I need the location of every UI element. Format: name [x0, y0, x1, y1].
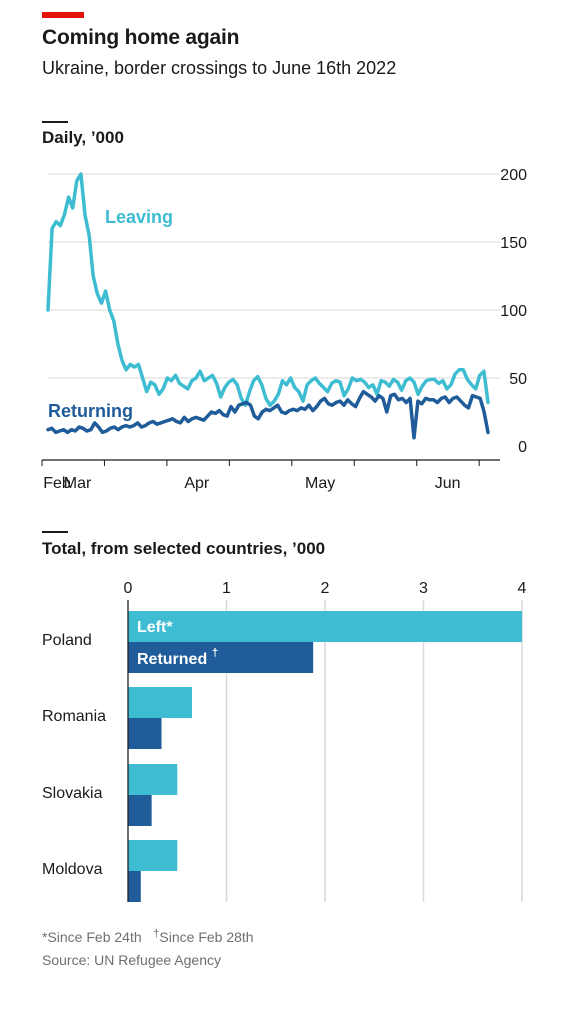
x-tick-label: Mar: [64, 475, 92, 492]
footnote-returned-mark: †: [153, 928, 160, 940]
x-tick-label: 2: [321, 580, 330, 597]
brand-red-bar: [42, 12, 84, 18]
series-line-returning: [46, 389, 490, 440]
x-tick-label: 3: [419, 580, 428, 597]
category-label: Poland: [42, 632, 92, 649]
series-label-returning: Returning: [48, 401, 133, 421]
source-note: Source: UN Refugee Agency: [42, 952, 221, 968]
bar-returned: [128, 795, 152, 826]
chart-title: Coming home again: [42, 26, 240, 49]
x-tick-label: Feb: [43, 475, 71, 492]
x-tick-label: May: [305, 475, 335, 492]
bar-returned: [128, 642, 314, 673]
bar-left: [128, 764, 178, 795]
category-label: Slovakia: [42, 785, 103, 802]
y-tick-label: 150: [500, 235, 527, 252]
section-rule-daily: [42, 121, 68, 123]
bar-label-returned-mark: †: [212, 647, 218, 659]
x-tick-label: Jun: [435, 475, 461, 492]
x-tick-label: 0: [124, 580, 133, 597]
category-label: Moldova: [42, 861, 103, 878]
x-tick-label: 4: [518, 580, 527, 597]
x-tick-label: Apr: [184, 475, 210, 492]
bar-returned: [128, 871, 141, 902]
bar-left: [128, 611, 522, 642]
footnote-line: *Since Feb 24th †Since Feb 28th: [42, 928, 254, 945]
footnote-left: *Since Feb 24th: [42, 929, 142, 945]
x-tick-label: 1: [222, 580, 231, 597]
y-tick-label: 200: [500, 167, 527, 184]
bar-left: [128, 840, 178, 871]
series-line-leaving: [46, 172, 490, 407]
section-rule-total: [42, 531, 68, 533]
total-section-title: Total, from selected countries, ’000: [42, 539, 326, 558]
bar-label-left: Left*: [137, 619, 173, 636]
daily-section-title: Daily, ’000: [42, 128, 124, 147]
y-tick-label: 0: [518, 439, 527, 456]
footnote-returned: Since Feb 28th: [159, 929, 254, 945]
y-tick-label: 50: [509, 371, 527, 388]
bar-returned: [128, 718, 162, 749]
bar-label-returned: Returned: [137, 651, 207, 668]
series-label-leaving: Leaving: [105, 207, 173, 227]
chart-subtitle: Ukraine, border crossings to June 16th 2…: [42, 58, 397, 78]
category-label: Romania: [42, 708, 106, 725]
bar-left: [128, 687, 193, 718]
y-tick-label: 100: [500, 303, 527, 320]
